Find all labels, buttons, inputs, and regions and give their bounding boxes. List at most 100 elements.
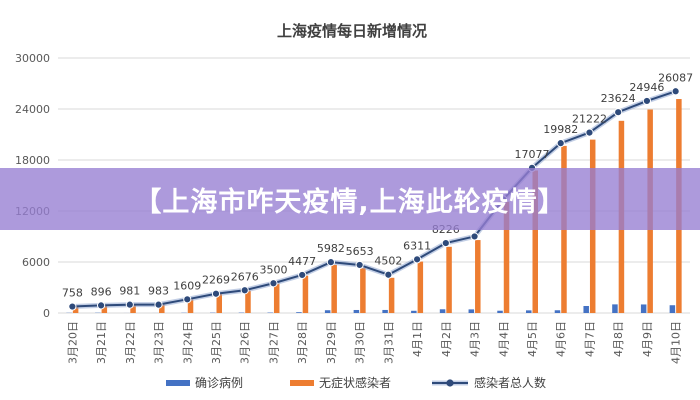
- total-data-label: 2269: [202, 274, 230, 287]
- headline-banner: 【上海市咋天疫情,上海此轮疫情】: [0, 168, 700, 230]
- y-tick-label: 24000: [15, 103, 50, 116]
- total-data-label: 4502: [374, 255, 402, 268]
- total-data-label: 2676: [231, 270, 259, 283]
- total-point: [384, 270, 393, 279]
- chart-title: 上海疫情每日新增情况: [277, 22, 427, 40]
- bar-asymptomatic: [446, 246, 452, 313]
- total-data-label: 21222: [572, 113, 607, 126]
- bar-asymptomatic: [388, 277, 395, 313]
- x-tick-label: 3月31日: [382, 321, 395, 364]
- bar-confirmed: [411, 310, 417, 313]
- bar-confirmed: [497, 310, 503, 313]
- bar-asymptomatic: [159, 304, 165, 313]
- total-data-label: 6311: [403, 239, 431, 252]
- x-tick-label: 3月28日: [296, 321, 309, 364]
- bar-asymptomatic: [331, 264, 337, 313]
- legend-label-total: 感染者总人数: [474, 375, 546, 390]
- x-tick-label: 4月5日: [526, 321, 539, 357]
- x-tick-label: 4月8日: [612, 321, 625, 357]
- y-tick-label: 18000: [15, 154, 50, 167]
- total-point: [355, 260, 364, 270]
- bar-asymptomatic: [302, 275, 309, 313]
- x-tick-label: 3月24日: [181, 321, 194, 364]
- x-tick-label: 4月1日: [411, 321, 424, 357]
- bar-confirmed: [640, 304, 647, 313]
- legend-label-asymptomatic: 无症状感染者: [319, 375, 391, 390]
- total-point: [614, 108, 623, 117]
- bar-confirmed: [439, 309, 446, 313]
- bar-asymptomatic: [101, 305, 108, 313]
- bar-confirmed: [669, 305, 676, 313]
- total-data-label: 24946: [629, 81, 664, 94]
- total-data-label: 23624: [601, 92, 636, 105]
- total-point: [298, 270, 307, 280]
- total-point: [585, 128, 594, 137]
- x-tick-label: 3月21日: [95, 321, 108, 364]
- bar-asymptomatic: [475, 240, 481, 313]
- total-point: [183, 295, 192, 304]
- total-data-label: 3500: [259, 263, 287, 276]
- bar-asymptomatic: [360, 267, 366, 313]
- x-tick-label: 3月26日: [239, 321, 252, 364]
- total-data-label: 983: [148, 285, 169, 298]
- x-tick-label: 3月22日: [124, 321, 137, 364]
- bar-asymptomatic: [503, 201, 510, 313]
- bar-asymptomatic: [187, 299, 194, 313]
- total-data-label: 1609: [173, 279, 201, 292]
- x-tick-label: 4月2日: [440, 321, 453, 357]
- bar-confirmed: [382, 309, 388, 313]
- legend-swatch-asymptomatic: [290, 380, 314, 386]
- y-tick-label: 30000: [15, 52, 50, 65]
- total-data-label: 758: [62, 287, 83, 300]
- total-data-label: 26087: [658, 71, 693, 84]
- bar-asymptomatic: [216, 294, 222, 313]
- bar-asymptomatic: [532, 170, 538, 313]
- total-data-label: 5653: [346, 245, 374, 258]
- total-point: [125, 300, 134, 309]
- total-point: [441, 238, 450, 248]
- bar-asymptomatic: [273, 283, 280, 313]
- total-point: [68, 302, 77, 311]
- bar-confirmed: [468, 309, 475, 313]
- total-data-label: 981: [119, 285, 140, 298]
- total-data-label: 19982: [543, 123, 578, 136]
- legend-marker-total: [446, 379, 454, 387]
- x-tick-label: 3月25日: [210, 321, 223, 364]
- bar-confirmed: [612, 304, 618, 313]
- bar-confirmed: [353, 309, 360, 313]
- total-data-label: 5982: [317, 242, 345, 255]
- total-data-label: 4477: [288, 255, 316, 268]
- x-tick-label: 4月9日: [641, 321, 654, 357]
- bar-confirmed: [296, 312, 302, 313]
- legend-label-confirmed: 确诊病例: [195, 375, 243, 390]
- x-tick-label: 4月10日: [670, 321, 683, 364]
- x-tick-label: 3月30日: [354, 321, 367, 364]
- headline-text: 【上海市咋天疫情,上海此轮疫情】: [134, 186, 566, 218]
- total-point: [96, 301, 106, 310]
- bar-confirmed: [554, 310, 561, 313]
- total-point: [240, 286, 249, 295]
- x-tick-label: 4月6日: [555, 321, 568, 357]
- total-point: [154, 300, 163, 309]
- bar-asymptomatic: [417, 261, 424, 313]
- total-point: [269, 279, 278, 288]
- x-tick-label: 3月20日: [66, 321, 79, 364]
- bar-asymptomatic: [245, 290, 251, 313]
- bar-asymptomatic: [130, 304, 136, 313]
- total-point: [326, 258, 336, 267]
- x-tick-label: 3月29日: [325, 321, 338, 364]
- total-point: [671, 87, 680, 96]
- y-tick-label: 0: [43, 307, 50, 320]
- x-tick-label: 4月3日: [469, 321, 482, 357]
- total-point: [556, 139, 565, 148]
- total-data-label: 17077: [515, 148, 550, 161]
- total-point: [412, 255, 422, 264]
- x-tick-label: 4月4日: [497, 321, 510, 357]
- bar-confirmed: [526, 310, 532, 313]
- x-tick-label: 3月27日: [267, 321, 280, 364]
- x-tick-label: 3月23日: [153, 321, 166, 364]
- total-line: [72, 90, 676, 308]
- total-point: [642, 96, 652, 106]
